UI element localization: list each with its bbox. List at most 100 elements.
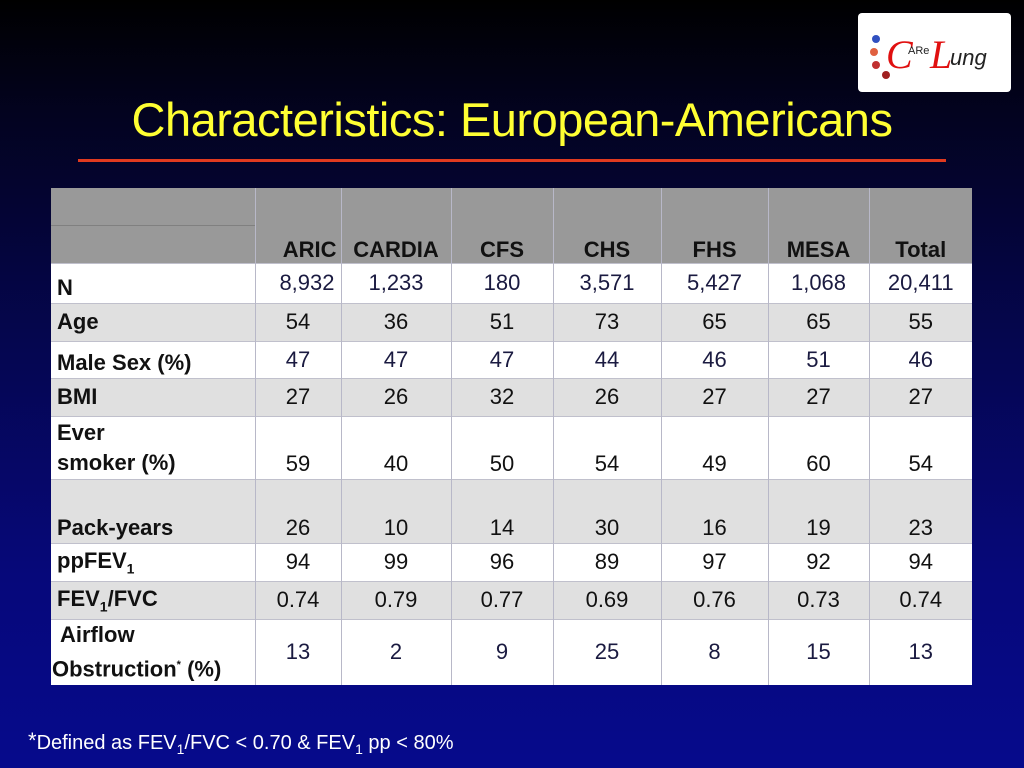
row-label-line1: Airflow <box>60 622 135 648</box>
slide-title: Characteristics: European-Americans <box>131 93 893 146</box>
table-row-male-sex: Male Sex (%) 47 47 47 44 46 51 46 <box>51 340 972 378</box>
row-label: Age <box>51 302 256 341</box>
cell-total: 54 <box>869 415 972 479</box>
cell-cardia: 99 <box>341 542 452 581</box>
cell-cardia: 1,233 <box>341 262 452 303</box>
cell-aric: 54 <box>255 302 342 341</box>
cell-mesa: 27 <box>768 377 870 416</box>
table-row-age: Age 54 36 51 73 65 65 55 <box>51 302 972 341</box>
cell-total: 94 <box>869 542 972 581</box>
cell-fhs: 49 <box>661 415 769 479</box>
footnote-text-2: /FVC < 0.70 & FEV <box>184 732 356 754</box>
cell-cfs: 51 <box>451 302 554 341</box>
footnote-asterisk: * <box>28 728 37 753</box>
row-label-line1: Ever <box>57 419 105 445</box>
cell-mesa: 19 <box>768 478 870 543</box>
table-row-pack-years: Pack-years 26 10 14 30 16 19 23 <box>51 478 972 543</box>
table-row-fev1-fvc: FEV1/FVC 0.74 0.79 0.77 0.69 0.76 0.73 0… <box>51 580 972 619</box>
row-label: BMI <box>51 377 256 416</box>
cell-fhs: 46 <box>661 340 769 378</box>
row-label-rest: /FVC <box>107 585 158 611</box>
row-label: ppFEV1 <box>51 542 256 581</box>
table-row-ppfev1: ppFEV1 94 99 96 89 97 92 94 <box>51 542 972 581</box>
cell-cfs: 96 <box>451 542 554 581</box>
logo-dot-icon <box>872 61 880 69</box>
row-label: FEV1/FVC <box>51 580 256 619</box>
footnote-text-1: Defined as FEV <box>36 732 177 754</box>
cell-cardia: 47 <box>341 340 452 378</box>
table-row-airflow-obstruction: Airflow Obstruction* (%) 13 2 9 25 8 15 … <box>51 618 972 685</box>
cell-aric: 94 <box>255 542 342 581</box>
cell-total: 23 <box>869 478 972 543</box>
footnote: *Defined as FEV1/FVC < 0.70 & FEV1 pp < … <box>28 728 454 758</box>
logo-dot-icon <box>882 71 890 79</box>
cell-fhs: 65 <box>661 302 769 341</box>
cell-aric: 27 <box>255 377 342 416</box>
column-header-cfs: CFS <box>451 188 554 263</box>
cell-mesa: 0.73 <box>768 580 870 619</box>
cell-chs: 44 <box>553 340 662 378</box>
cell-mesa: 65 <box>768 302 870 341</box>
logo-dot-icon <box>870 48 878 56</box>
logo-are: ARe <box>908 45 930 57</box>
cell-chs: 89 <box>553 542 662 581</box>
cell-aric: 59 <box>255 415 342 479</box>
row-label: Ever smoker (%) <box>51 415 256 479</box>
row-label-rest: (%) <box>180 656 222 682</box>
cell-mesa: 60 <box>768 415 870 479</box>
logo-ung: ung <box>950 45 987 70</box>
cell-chs: 3,571 <box>553 262 662 303</box>
row-label: N <box>51 262 256 303</box>
cell-chs: 73 <box>553 302 662 341</box>
table-row-n: N 8,932 1,233 180 3,571 5,427 1,068 20,4… <box>51 262 972 303</box>
cell-fhs: 97 <box>661 542 769 581</box>
cell-chs: 54 <box>553 415 662 479</box>
logo-dot-icon <box>872 35 880 43</box>
cell-fhs: 5,427 <box>661 262 769 303</box>
cell-total: 27 <box>869 377 972 416</box>
cell-cfs: 32 <box>451 377 554 416</box>
column-header-chs: CHS <box>553 188 662 263</box>
row-label-sub: 1 <box>126 560 135 577</box>
footnote-sub-2: 1 <box>355 741 363 757</box>
cell-cfs: 47 <box>451 340 554 378</box>
logo-letter-l: L <box>930 32 953 77</box>
cell-aric: 13 <box>255 618 342 685</box>
column-header-aric: ARIC <box>255 188 342 263</box>
logo-letter-c: C <box>886 32 913 77</box>
cell-total: 20,411 <box>869 262 972 303</box>
row-label-line2: Obstruction <box>52 656 177 682</box>
column-header-cardia: CARDIA <box>341 188 452 263</box>
cell-cfs: 50 <box>451 415 554 479</box>
cell-cardia: 40 <box>341 415 452 479</box>
row-label-sub: 1 <box>99 598 108 615</box>
title-underline <box>78 159 946 162</box>
cell-total: 55 <box>869 302 972 341</box>
column-header-fhs: FHS <box>661 188 769 263</box>
cell-fhs: 27 <box>661 377 769 416</box>
row-label-main: FEV <box>57 585 100 611</box>
cell-aric: 47 <box>255 340 342 378</box>
asterisk-marker: * <box>176 659 181 672</box>
cell-cfs: 9 <box>451 618 554 685</box>
footnote-text-3: pp < 80% <box>362 732 454 754</box>
cell-total: 46 <box>869 340 972 378</box>
header-blank-cell <box>51 188 256 263</box>
cell-cardia: 10 <box>341 478 452 543</box>
row-label-main: ppFEV <box>57 547 127 573</box>
row-label: Male Sex (%) <box>51 340 256 378</box>
row-label: Airflow Obstruction* (%) <box>51 618 256 685</box>
cell-chs: 25 <box>553 618 662 685</box>
row-label-line2: smoker (%) <box>57 449 176 475</box>
cell-fhs: 16 <box>661 478 769 543</box>
table-row-bmi: BMI 27 26 32 26 27 27 27 <box>51 377 972 416</box>
cell-total: 13 <box>869 618 972 685</box>
cell-mesa: 51 <box>768 340 870 378</box>
cell-cardia: 36 <box>341 302 452 341</box>
cell-cfs: 180 <box>451 262 554 303</box>
cell-cfs: 0.77 <box>451 580 554 619</box>
characteristics-table: ARIC CARDIA CFS CHS FHS MESA Total N 8,9… <box>51 188 972 685</box>
cell-chs: 30 <box>553 478 662 543</box>
cell-aric: 0.74 <box>255 580 342 619</box>
cell-total: 0.74 <box>869 580 972 619</box>
